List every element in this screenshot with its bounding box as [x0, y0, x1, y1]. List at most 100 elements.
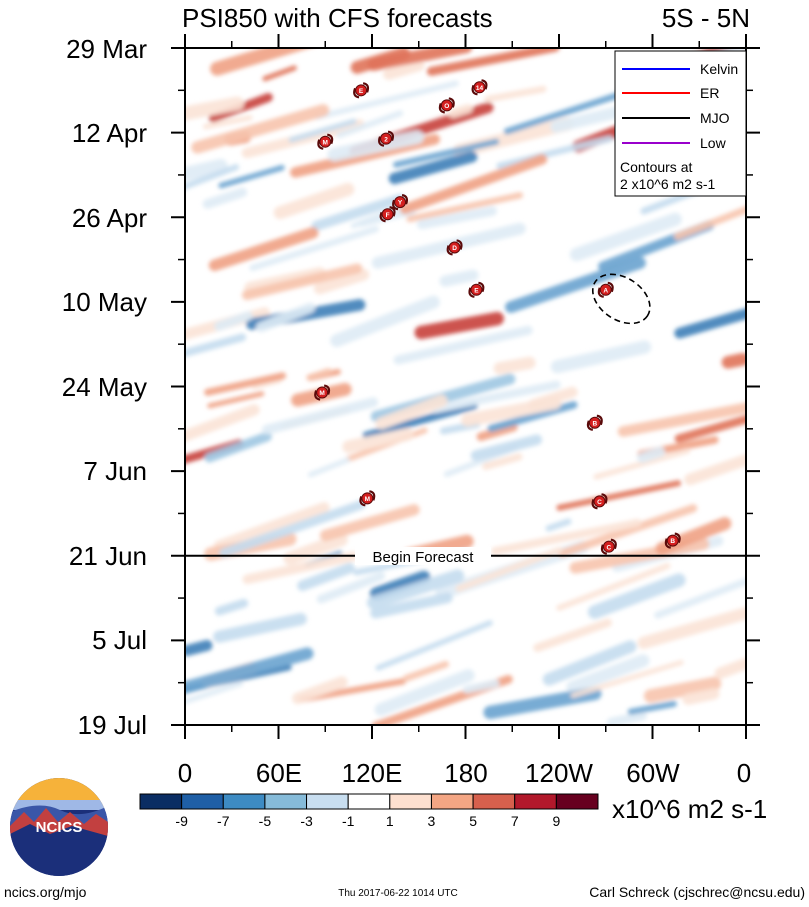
positive-anomaly-band — [208, 227, 319, 272]
negative-anomaly-band — [185, 680, 244, 715]
cyclone-label: B — [670, 538, 675, 545]
tropical-cyclone-marker: D — [446, 239, 463, 256]
negative-anomaly-band — [314, 80, 459, 120]
tropical-cyclone-marker: M — [317, 133, 334, 150]
negative-anomaly-band — [249, 225, 380, 271]
positive-anomaly-band — [482, 453, 523, 471]
chart-title: PSI850 with CFS forecasts — [182, 3, 493, 33]
y-tick-label: 7 Jun — [83, 456, 147, 486]
cyclone-label: B — [592, 420, 597, 427]
positive-anomaly-band — [185, 96, 245, 130]
y-tick-label: 5 Jul — [92, 625, 147, 655]
cyclone-dot — [394, 196, 407, 209]
positive-anomaly-band — [674, 404, 746, 443]
legend-box — [614, 50, 747, 197]
footer-timestamp: Thu 2017-06-22 1014 UTC — [338, 888, 458, 899]
x-tick-label: 0 — [737, 758, 751, 788]
positive-anomaly-band — [570, 659, 684, 698]
tropical-cyclone-marker: 14 — [471, 79, 488, 96]
negative-anomaly-band — [214, 598, 249, 616]
legend-label: Low — [700, 135, 727, 151]
positive-anomaly-band — [313, 268, 370, 295]
cyclone-label: M — [319, 390, 324, 397]
colorbar-label: 7 — [511, 813, 519, 829]
cyclone-dot — [588, 416, 601, 429]
positive-anomaly-band — [202, 115, 253, 130]
positive-anomaly-band — [461, 396, 562, 427]
x-tick-label: 60E — [256, 758, 302, 788]
negative-anomaly-band — [218, 164, 285, 189]
tropical-cyclone-marker: B — [586, 414, 603, 431]
cyclone-swirl-icon — [392, 194, 409, 211]
positive-anomaly-band — [557, 504, 698, 558]
cyclone-dot — [448, 241, 461, 254]
positive-anomaly-band — [682, 687, 720, 705]
tropical-cyclone-marker: F — [379, 206, 396, 223]
legend-label: MJO — [700, 110, 730, 126]
y-tick-label: 10 May — [62, 287, 147, 317]
cyclone-swirl-icon — [586, 414, 603, 431]
cyclone-dot — [380, 132, 393, 145]
tropical-cyclone-marker: M — [314, 384, 331, 401]
positive-anomaly-band — [241, 263, 363, 301]
colorbar-swatch — [139, 793, 183, 810]
y-tick-label: 21 Jun — [69, 541, 147, 571]
y-tick-label: 26 Apr — [72, 203, 148, 233]
positive-anomaly-band — [721, 352, 746, 369]
cyclone-label: F — [386, 212, 390, 219]
negative-anomaly-band — [393, 325, 533, 365]
negative-anomaly-band — [330, 295, 440, 348]
mjo-contour — [591, 273, 651, 325]
negative-anomaly-band — [654, 558, 746, 619]
negative-anomaly-band — [185, 647, 314, 696]
footer-site-link[interactable]: ncics.org/mjo — [4, 884, 87, 900]
positive-anomaly-band — [455, 546, 563, 592]
axis-ticks — [171, 34, 760, 739]
negative-anomaly-band — [393, 138, 500, 168]
positive-anomaly-band — [673, 193, 746, 240]
negative-anomaly-band — [219, 500, 366, 558]
colorbar-label: 5 — [469, 813, 477, 829]
positive-anomaly-band — [593, 448, 691, 480]
negative-anomaly-band — [204, 431, 272, 463]
negative-anomaly-band — [431, 380, 561, 414]
negative-anomaly-band — [375, 620, 493, 671]
negative-anomaly-band — [462, 679, 500, 694]
positive-anomaly-band — [414, 311, 504, 340]
negative-anomaly-band — [606, 711, 647, 725]
tropical-cyclone-marker: E — [353, 82, 370, 99]
ncics-logo: NCICS — [10, 778, 108, 876]
contour-note-line2: 2 x10^6 m2 s-1 — [620, 176, 715, 192]
negative-anomaly-band — [545, 518, 572, 532]
contour-note-line1: Contours at — [620, 159, 692, 175]
positive-anomaly-band — [207, 391, 265, 409]
cyclone-dot — [593, 495, 606, 508]
negative-anomaly-band — [505, 257, 646, 313]
positive-anomaly-band — [491, 518, 642, 556]
cyclone-swirl-icon — [468, 281, 485, 298]
logo-text: NCICS — [36, 819, 83, 836]
positive-anomaly-band — [210, 48, 348, 76]
positive-anomaly-band — [185, 404, 260, 456]
cyclone-label: 2 — [384, 136, 388, 143]
cyclone-swirl-icon — [317, 133, 334, 150]
x-tick-label: 0 — [178, 758, 192, 788]
positive-anomaly-band — [185, 439, 244, 470]
cyclone-dot — [355, 84, 368, 97]
anomaly-field — [185, 48, 746, 725]
cyclone-label: C — [607, 544, 612, 551]
cyclone-dot — [361, 492, 374, 505]
colorbar-label: -1 — [342, 813, 355, 829]
positive-anomaly-band — [556, 562, 671, 611]
y-tick-label: 19 Jul — [78, 710, 147, 740]
colorbar-label: -9 — [175, 813, 188, 829]
cyclone-label: E — [474, 287, 479, 294]
colorbar-label: 9 — [552, 813, 560, 829]
negative-anomaly-band — [202, 187, 248, 209]
tropical-cyclone-marker: C — [600, 538, 617, 555]
positive-anomaly-band — [283, 533, 348, 565]
positive-anomaly-band — [714, 656, 746, 679]
x-axis-labels: 0 60E 120E 180 120W 60W 0 — [178, 758, 751, 788]
y-tick-label: 29 Mar — [66, 34, 147, 64]
tropical-cyclone-marker: 2 — [378, 130, 394, 147]
